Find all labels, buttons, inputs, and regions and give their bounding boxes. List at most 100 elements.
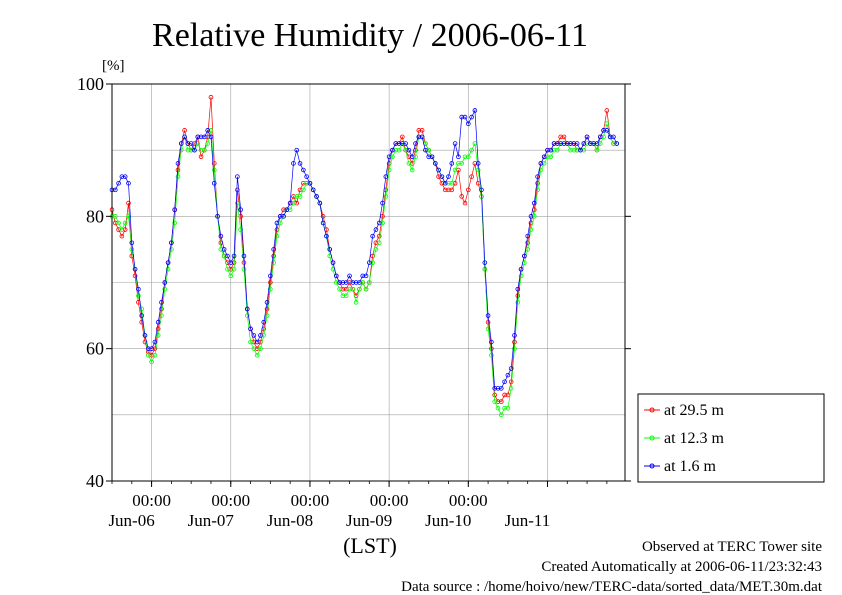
data-point: [584, 134, 590, 140]
data-point: [310, 187, 316, 193]
data-point: [400, 134, 405, 140]
data-point: [568, 141, 573, 146]
data-point: [390, 147, 395, 153]
data-point: [251, 339, 257, 345]
data-point: [502, 392, 507, 398]
data-point: [574, 147, 580, 153]
data-point: [287, 200, 293, 206]
data-point: [591, 141, 596, 146]
data-point: [149, 352, 154, 358]
data-point: [261, 333, 267, 338]
data-point: [155, 319, 161, 325]
data-point: [350, 286, 356, 292]
data-point: [208, 94, 214, 100]
data-point: [271, 247, 276, 252]
data-point: [512, 333, 517, 338]
data-point: [548, 147, 554, 153]
data-point: [145, 352, 151, 358]
data-point: [301, 187, 306, 193]
data-point: [165, 260, 171, 265]
data-point: [462, 200, 468, 206]
data-point: [261, 319, 267, 325]
data-point: [403, 147, 408, 153]
data-point: [360, 273, 366, 279]
data-point: [155, 326, 161, 332]
data-point: [564, 141, 570, 146]
data-point: [367, 280, 372, 285]
data-point: [169, 247, 174, 252]
data-point: [129, 240, 135, 246]
data-point: [297, 161, 303, 166]
data-point: [479, 187, 484, 193]
data-point: [607, 134, 613, 140]
data-point: [416, 128, 422, 133]
data-point: [393, 147, 399, 153]
data-point: [393, 141, 399, 146]
data-point: [614, 141, 620, 146]
data-point: [571, 141, 577, 146]
data-point: [551, 147, 557, 153]
data-point: [535, 180, 540, 186]
data-point: [159, 300, 164, 305]
data-point: [492, 399, 497, 404]
y-tick-label: 100: [77, 74, 104, 94]
data-point: [485, 313, 491, 318]
data-point: [304, 174, 309, 179]
data-point: [353, 280, 359, 285]
data-point: [271, 253, 276, 259]
data-point: [604, 128, 610, 133]
data-point: [142, 333, 148, 338]
plot-frame: [111, 83, 626, 482]
data-point: [508, 386, 514, 391]
data-point: [119, 233, 125, 239]
data-point: [277, 214, 283, 219]
legend-box: [637, 393, 825, 483]
data-point: [112, 187, 118, 193]
data-point: [465, 154, 471, 160]
data-point: [390, 154, 395, 160]
data-point: [162, 286, 168, 292]
data-point: [301, 167, 306, 173]
data-point: [178, 147, 184, 153]
data-point: [370, 233, 375, 239]
data-point: [254, 346, 260, 351]
data-point: [571, 147, 577, 153]
data-point: [538, 161, 544, 166]
data-point: [198, 147, 204, 153]
data-point: [287, 207, 293, 213]
legend: at 29.5 m at 12.3 m at 1.6 m: [637, 393, 825, 483]
data-point: [469, 174, 474, 179]
data-point: [228, 273, 234, 279]
data-point: [383, 194, 389, 199]
data-point: [548, 154, 554, 160]
data-point: [169, 240, 174, 246]
data-point: [297, 194, 303, 199]
data-point: [208, 128, 214, 133]
data-point: [604, 121, 610, 126]
data-point: [116, 227, 121, 232]
data-point: [294, 147, 300, 153]
data-point: [244, 313, 250, 318]
data-point: [396, 147, 402, 153]
data-point: [525, 233, 530, 239]
legend-swatch-marker: [649, 407, 655, 413]
data-point: [465, 187, 471, 193]
data-point: [512, 339, 517, 345]
footer-source: Data source : /home/hoivo/new/TERC-data/…: [401, 579, 823, 595]
x-tick-time: 00:00: [132, 491, 171, 510]
data-point: [541, 154, 547, 160]
data-point: [436, 167, 441, 173]
data-point: [231, 266, 237, 272]
data-point: [459, 194, 464, 199]
data-point: [406, 161, 412, 166]
data-point: [449, 161, 455, 166]
y-ticks: 40 60 80 100: [77, 74, 631, 491]
data-point: [456, 161, 461, 166]
data-point: [558, 134, 563, 140]
data-point: [126, 200, 131, 206]
data-point: [594, 141, 600, 146]
data-point: [611, 134, 616, 140]
data-point: [429, 154, 435, 160]
data-point: [330, 260, 336, 265]
data-point: [215, 214, 220, 219]
